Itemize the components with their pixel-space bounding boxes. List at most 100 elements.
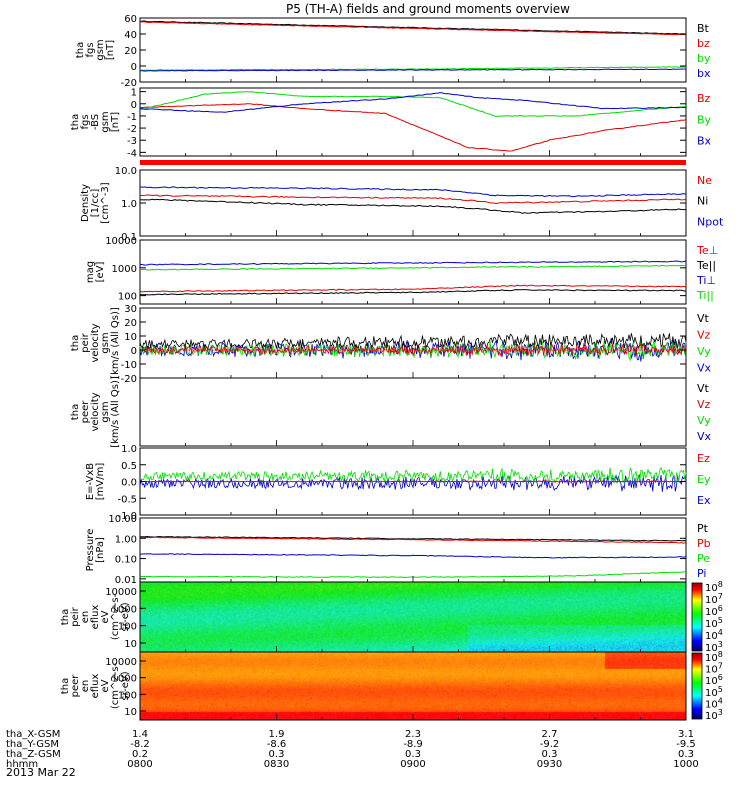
y-axis-label: tha [70,114,81,130]
y-axis-label: velocity [90,323,101,362]
y-axis-label: eflux [90,674,101,699]
x-row-value: 0.3 [405,749,421,760]
x-row-value: 1.4 [132,729,148,740]
colorbar-tick: 103 [705,708,723,722]
panel-p5: 30 20 10 0 -10 -20 tha peir velocity gsm [km/s (Al… [70,304,712,385]
panel-p4: 10000 1000 100 mag [eV] Te⊥ Te|| Ti⊥ Ti|| [85,236,718,305]
x-row-value: 0.3 [678,749,694,760]
y-tick-label: 60 [124,14,137,25]
series-pi [139,553,687,559]
series-bx [139,92,687,113]
x-row-value: 0930 [537,759,562,770]
y-axis-label: en [80,680,91,693]
x-row-value: 0.3 [269,749,285,760]
y-axis-label: [km/s (All Qs)] [110,376,121,448]
x-row-label: tha_Z-GSM [6,749,61,760]
panel-frame [139,87,687,157]
legend-entry: Te⊥ [696,244,718,257]
y-tick-label: 0.0 [121,478,137,489]
x-row-value: 3.1 [678,729,694,740]
x-row-value: 0830 [264,759,289,770]
y-axis-label: [nPa] [95,537,106,563]
series-pb [139,536,687,544]
colorbar-tick: 106 [705,604,723,618]
y-axis-label: fgs [85,42,96,57]
legend-entry: Bt [697,22,710,35]
y-axis-label: en [80,611,91,624]
y-axis-label: fgs [80,114,91,129]
panel-p7: 1.0 0.5 0.0 -0.5 -1.0 E=-VxB [mV/m] Ez Ey Ex [85,444,711,522]
x-row-value: 0800 [127,759,152,770]
y-axis-label: eV [100,679,111,692]
y-tick-label: 10.00 [108,514,137,525]
y-axis-label: sr-eV) [120,602,131,631]
figure-title: P5 (TH-A) fields and ground moments over… [286,2,570,16]
y-axis-label: [eV] [95,262,106,283]
y-tick-label: -1 [127,112,137,123]
y-axis-label: tha [70,335,81,351]
series-te [139,289,687,296]
y-axis-label: gsm [100,401,111,422]
panel-p6: tha peer velocity gsm [km/s (All Qs)] Vt Vz Vy V… [70,376,712,448]
y-tick-label: 10 [124,332,137,343]
series-bz [139,21,687,36]
x-row-value: 2.3 [405,729,421,740]
x-row-value: 0.2 [132,749,148,760]
y-tick-label: 0.1 [121,232,137,243]
y-tick-label: 10000 [105,657,137,668]
y-axis-label: tha [75,42,86,58]
y-tick-label: 10.0 [115,166,137,177]
legend-entry: Vt [697,312,710,325]
series-npot [139,186,687,198]
colorbar [691,582,703,652]
y-tick-label: 20 [124,318,137,329]
y-axis-label: tha [70,404,81,420]
colorbar-tick: 104 [705,696,723,710]
series-bz [139,103,687,152]
y-axis-label: (cm^2-s- [110,662,121,709]
y-tick-label: 1000 [112,674,137,685]
y-axis-label: tha [60,678,71,694]
series-te [139,284,687,293]
series-vz [139,342,687,357]
y-tick-label: -2 [127,124,137,135]
series-ex [139,474,687,492]
series-by [139,66,687,71]
series-ti [139,260,687,266]
legend-entry: bz [697,37,710,50]
y-tick-label: 1000 [112,604,137,615]
y-tick-label: 10000 [105,587,137,598]
x-row-value: -8.9 [403,739,423,750]
y-tick-label: 1.00 [115,534,137,545]
spectrogram-image [140,652,686,720]
y-axis-label: peer [70,674,81,698]
y-axis-label: [mV/m] [95,463,106,501]
y-axis-label: peir [70,606,81,626]
y-tick-label: 0 [131,100,137,111]
colorbar-tick: 106 [705,673,723,687]
y-axis-label: gsm [100,332,111,353]
y-tick-label: 100 [118,622,137,633]
y-tick-label: 20 [124,46,137,57]
legend-entry: Ni [697,195,708,208]
colorbar-tick: 105 [705,616,723,630]
panel-p3: 10.0 1.0 0.1 Density [1/cc] [cm^-3] Ne Ni Npot [80,166,724,243]
legend-entry: by [697,52,711,65]
panel-p2: 10-1-2-3-4 tha fgs -BS gsm [nT] Bz By Bx [70,87,712,159]
y-axis-label: Density [80,184,91,222]
y-tick-label: 100 [118,292,137,303]
colorbar-tick: 104 [705,628,723,642]
y-tick-label: 0.5 [121,461,137,472]
y-tick-label: 0 [131,62,137,73]
legend-entry: Vt [697,382,710,395]
legend-entry: Ey [697,473,711,486]
y-axis-label: gsm [95,39,106,60]
y-tick-label: 40 [124,30,137,41]
colorbar-tick: 107 [705,592,723,606]
y-axis-label: E=-VxB [85,463,96,500]
series-by [139,91,687,117]
y-tick-label: -10 [121,360,137,371]
